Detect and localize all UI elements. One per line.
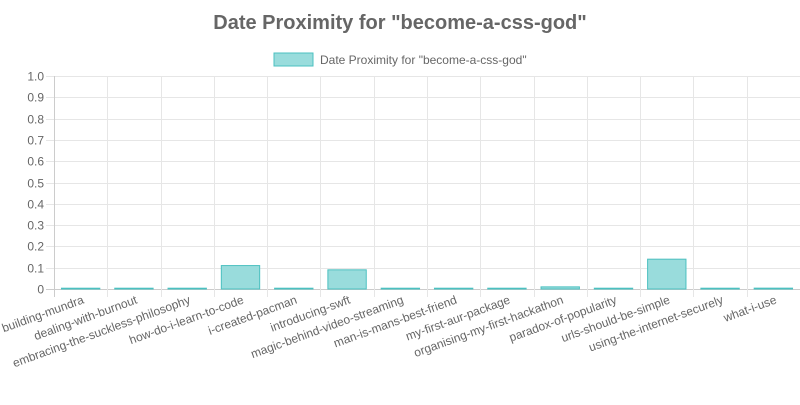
- y-tick-label: 0.9: [27, 91, 44, 105]
- y-tick-label: 0.2: [27, 240, 44, 254]
- bar[interactable]: [487, 287, 527, 290]
- bar[interactable]: [647, 258, 687, 290]
- bar[interactable]: [540, 286, 580, 290]
- y-tick-label: 0.1: [27, 262, 44, 276]
- y-tick-label: 0.5: [27, 177, 44, 191]
- y-tick-label: 0.7: [27, 134, 44, 148]
- bar[interactable]: [380, 287, 421, 290]
- y-tick-label: 0: [37, 283, 44, 297]
- legend[interactable]: Date Proximity for "become-a-css-god": [273, 52, 527, 67]
- x-tick-label: what-i-use: [721, 293, 779, 326]
- y-tick-label: 0.3: [27, 219, 44, 233]
- legend-swatch: [273, 52, 314, 67]
- bar[interactable]: [167, 287, 207, 290]
- bar[interactable]: [327, 269, 367, 290]
- bar[interactable]: [433, 287, 474, 290]
- bars: [60, 258, 794, 290]
- bar[interactable]: [114, 287, 154, 290]
- bar[interactable]: [274, 287, 314, 290]
- bar[interactable]: [593, 287, 634, 290]
- y-tick-label: 0.8: [27, 113, 44, 127]
- y-tick-label: 0.6: [27, 155, 44, 169]
- y-tick-label: 1.0: [27, 70, 44, 84]
- bar[interactable]: [220, 265, 261, 290]
- bar[interactable]: [60, 287, 101, 290]
- legend-label: Date Proximity for "become-a-css-god": [320, 53, 527, 67]
- y-tick-label: 0.4: [27, 198, 44, 212]
- grid: [46, 76, 800, 297]
- chart-title: Date Proximity for "become-a-css-god": [213, 12, 587, 34]
- bar[interactable]: [753, 287, 794, 290]
- x-axis: building-mundradealing-with-burnoutembra…: [0, 292, 779, 370]
- bar[interactable]: [700, 287, 740, 290]
- y-axis: 0 0.1 0.2 0.3 0.4 0.5 0.6 0.7 0.8 0.9 1.0: [27, 70, 44, 297]
